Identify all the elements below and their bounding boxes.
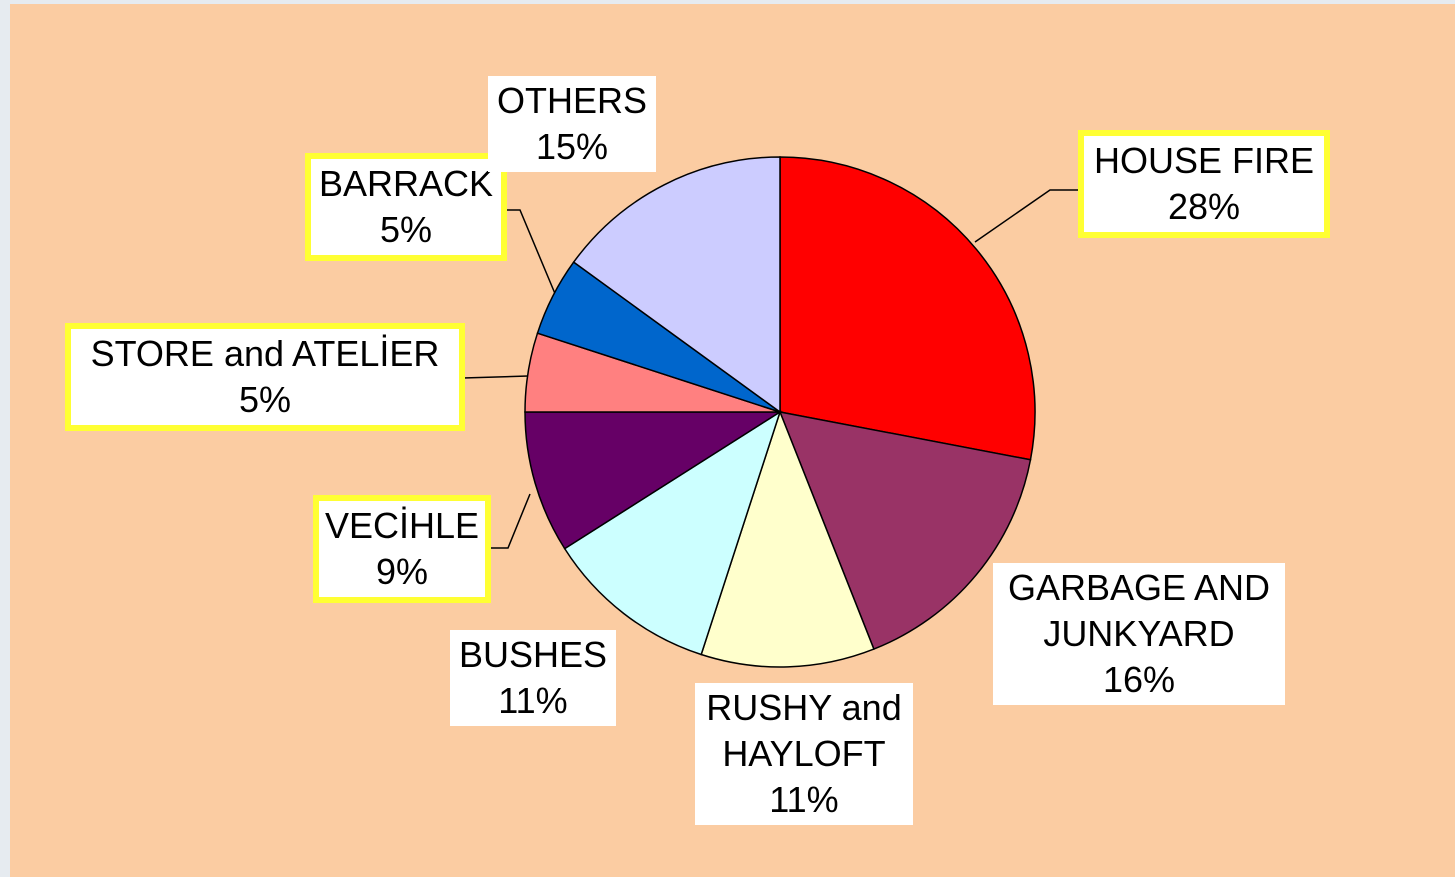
category-label: BUSHES: [458, 634, 608, 675]
leader-line: [505, 209, 557, 297]
slice-label: GARBAGE AND JUNKYARD 16%: [993, 563, 1285, 705]
slice-label: OTHERS 15%: [488, 76, 656, 172]
category-label: RUSHY and HAYLOFT: [706, 687, 902, 774]
value-label: 15%: [535, 126, 609, 167]
category-label: VECİHLE: [325, 505, 480, 546]
value-label: 11%: [769, 779, 839, 820]
category-label: GARBAGE AND JUNKYARD: [1007, 567, 1271, 654]
pie-slice: [778, 411, 1032, 651]
pie-chart: [462, 156, 1078, 668]
slice-label: BARRACK 5%: [305, 153, 507, 261]
category-label: STORE and ATELİER: [90, 333, 440, 374]
slice-label: HOUSE FIRE 28%: [1078, 130, 1330, 238]
value-label: 5%: [238, 379, 292, 420]
slice-label: VECİHLE 9%: [313, 495, 491, 603]
value-label: 5%: [379, 209, 433, 250]
slice-label: BUSHES 11%: [450, 630, 616, 726]
slice-label: STORE and ATELİER 5%: [65, 323, 465, 431]
pie-slice: [524, 411, 783, 550]
value-label: 9%: [375, 551, 429, 592]
leader-line: [974, 189, 1078, 243]
leader-lines: [462, 189, 1078, 549]
leader-line: [462, 375, 529, 379]
value-label: 28%: [1167, 186, 1241, 227]
leader-line: [490, 493, 531, 549]
value-label: 16%: [1102, 659, 1176, 700]
pie-slice: [779, 156, 1036, 461]
pie-slice: [563, 410, 782, 656]
category-label: OTHERS: [496, 80, 647, 121]
slice-label: RUSHY and HAYLOFT 11%: [695, 683, 913, 825]
pie-slice: [700, 409, 875, 668]
category-label: HOUSE FIRE: [1093, 140, 1315, 181]
pie-slice: [572, 156, 781, 414]
value-label: 11%: [498, 680, 568, 721]
category-label: BARRACK: [318, 163, 494, 204]
